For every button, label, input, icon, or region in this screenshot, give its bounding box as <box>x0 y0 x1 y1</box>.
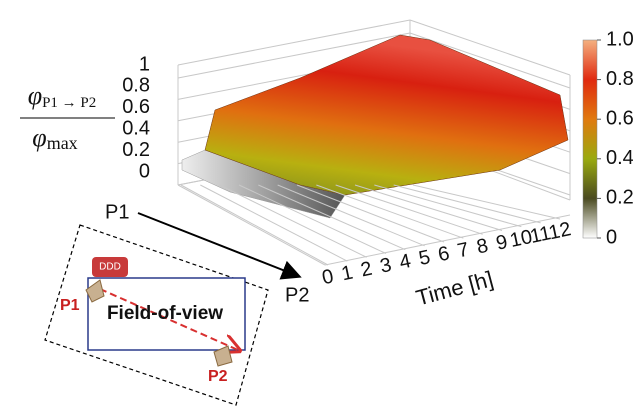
colorbar-tick-label: 0.4 <box>606 147 633 169</box>
time-tick-label: 7 <box>455 239 470 263</box>
time-tick-label: 8 <box>475 235 490 259</box>
point-label: P1 <box>60 297 80 314</box>
z-tick-label: 1 <box>139 53 150 75</box>
z-label-numerator: φP1 → P2 <box>28 81 97 111</box>
time-tick-label: 12 <box>547 218 573 244</box>
position-label: P1 <box>105 201 129 223</box>
time-tick-label: 2 <box>359 258 374 282</box>
z-tick-label: 0 <box>139 160 150 182</box>
field-of-view-label: Field-of-view <box>107 303 223 324</box>
colorbar-tick-label: 0.6 <box>606 107 633 129</box>
colorbar-tick-label: 0.2 <box>606 187 633 209</box>
position-arrow <box>138 213 298 276</box>
time-axis-label: Time [h] <box>413 266 495 311</box>
time-tick-label: 3 <box>378 254 393 278</box>
z-tick-label: 0.8 <box>122 75 150 97</box>
colorbar-tick-label: 1.0 <box>606 28 633 50</box>
z-tick-label: 0.4 <box>122 117 150 139</box>
z-tick-label: 0.6 <box>122 96 150 118</box>
time-tick-label: 9 <box>494 231 509 255</box>
ddd-label: DDD <box>99 262 121 273</box>
z-tick-label: 0.2 <box>122 139 150 161</box>
colorbar-tick-label: 0.8 <box>606 68 633 90</box>
grid-line <box>355 185 502 231</box>
colorbar-tick-label: 0 <box>606 226 617 248</box>
point-label: P2 <box>208 368 228 385</box>
time-tick-label: 6 <box>436 242 451 266</box>
time-tick-label: 1 <box>339 262 354 286</box>
position-label: P2 <box>285 284 309 306</box>
z-label-denominator: φmax <box>32 123 77 153</box>
time-tick-label: 5 <box>417 246 432 270</box>
colorbar <box>583 40 597 238</box>
figure: φP1 → P2 φmax P1 P2 Time [h] DDD Field-o… <box>0 0 633 407</box>
time-tick-label: 4 <box>397 250 412 274</box>
time-tick-label: 0 <box>320 265 335 289</box>
